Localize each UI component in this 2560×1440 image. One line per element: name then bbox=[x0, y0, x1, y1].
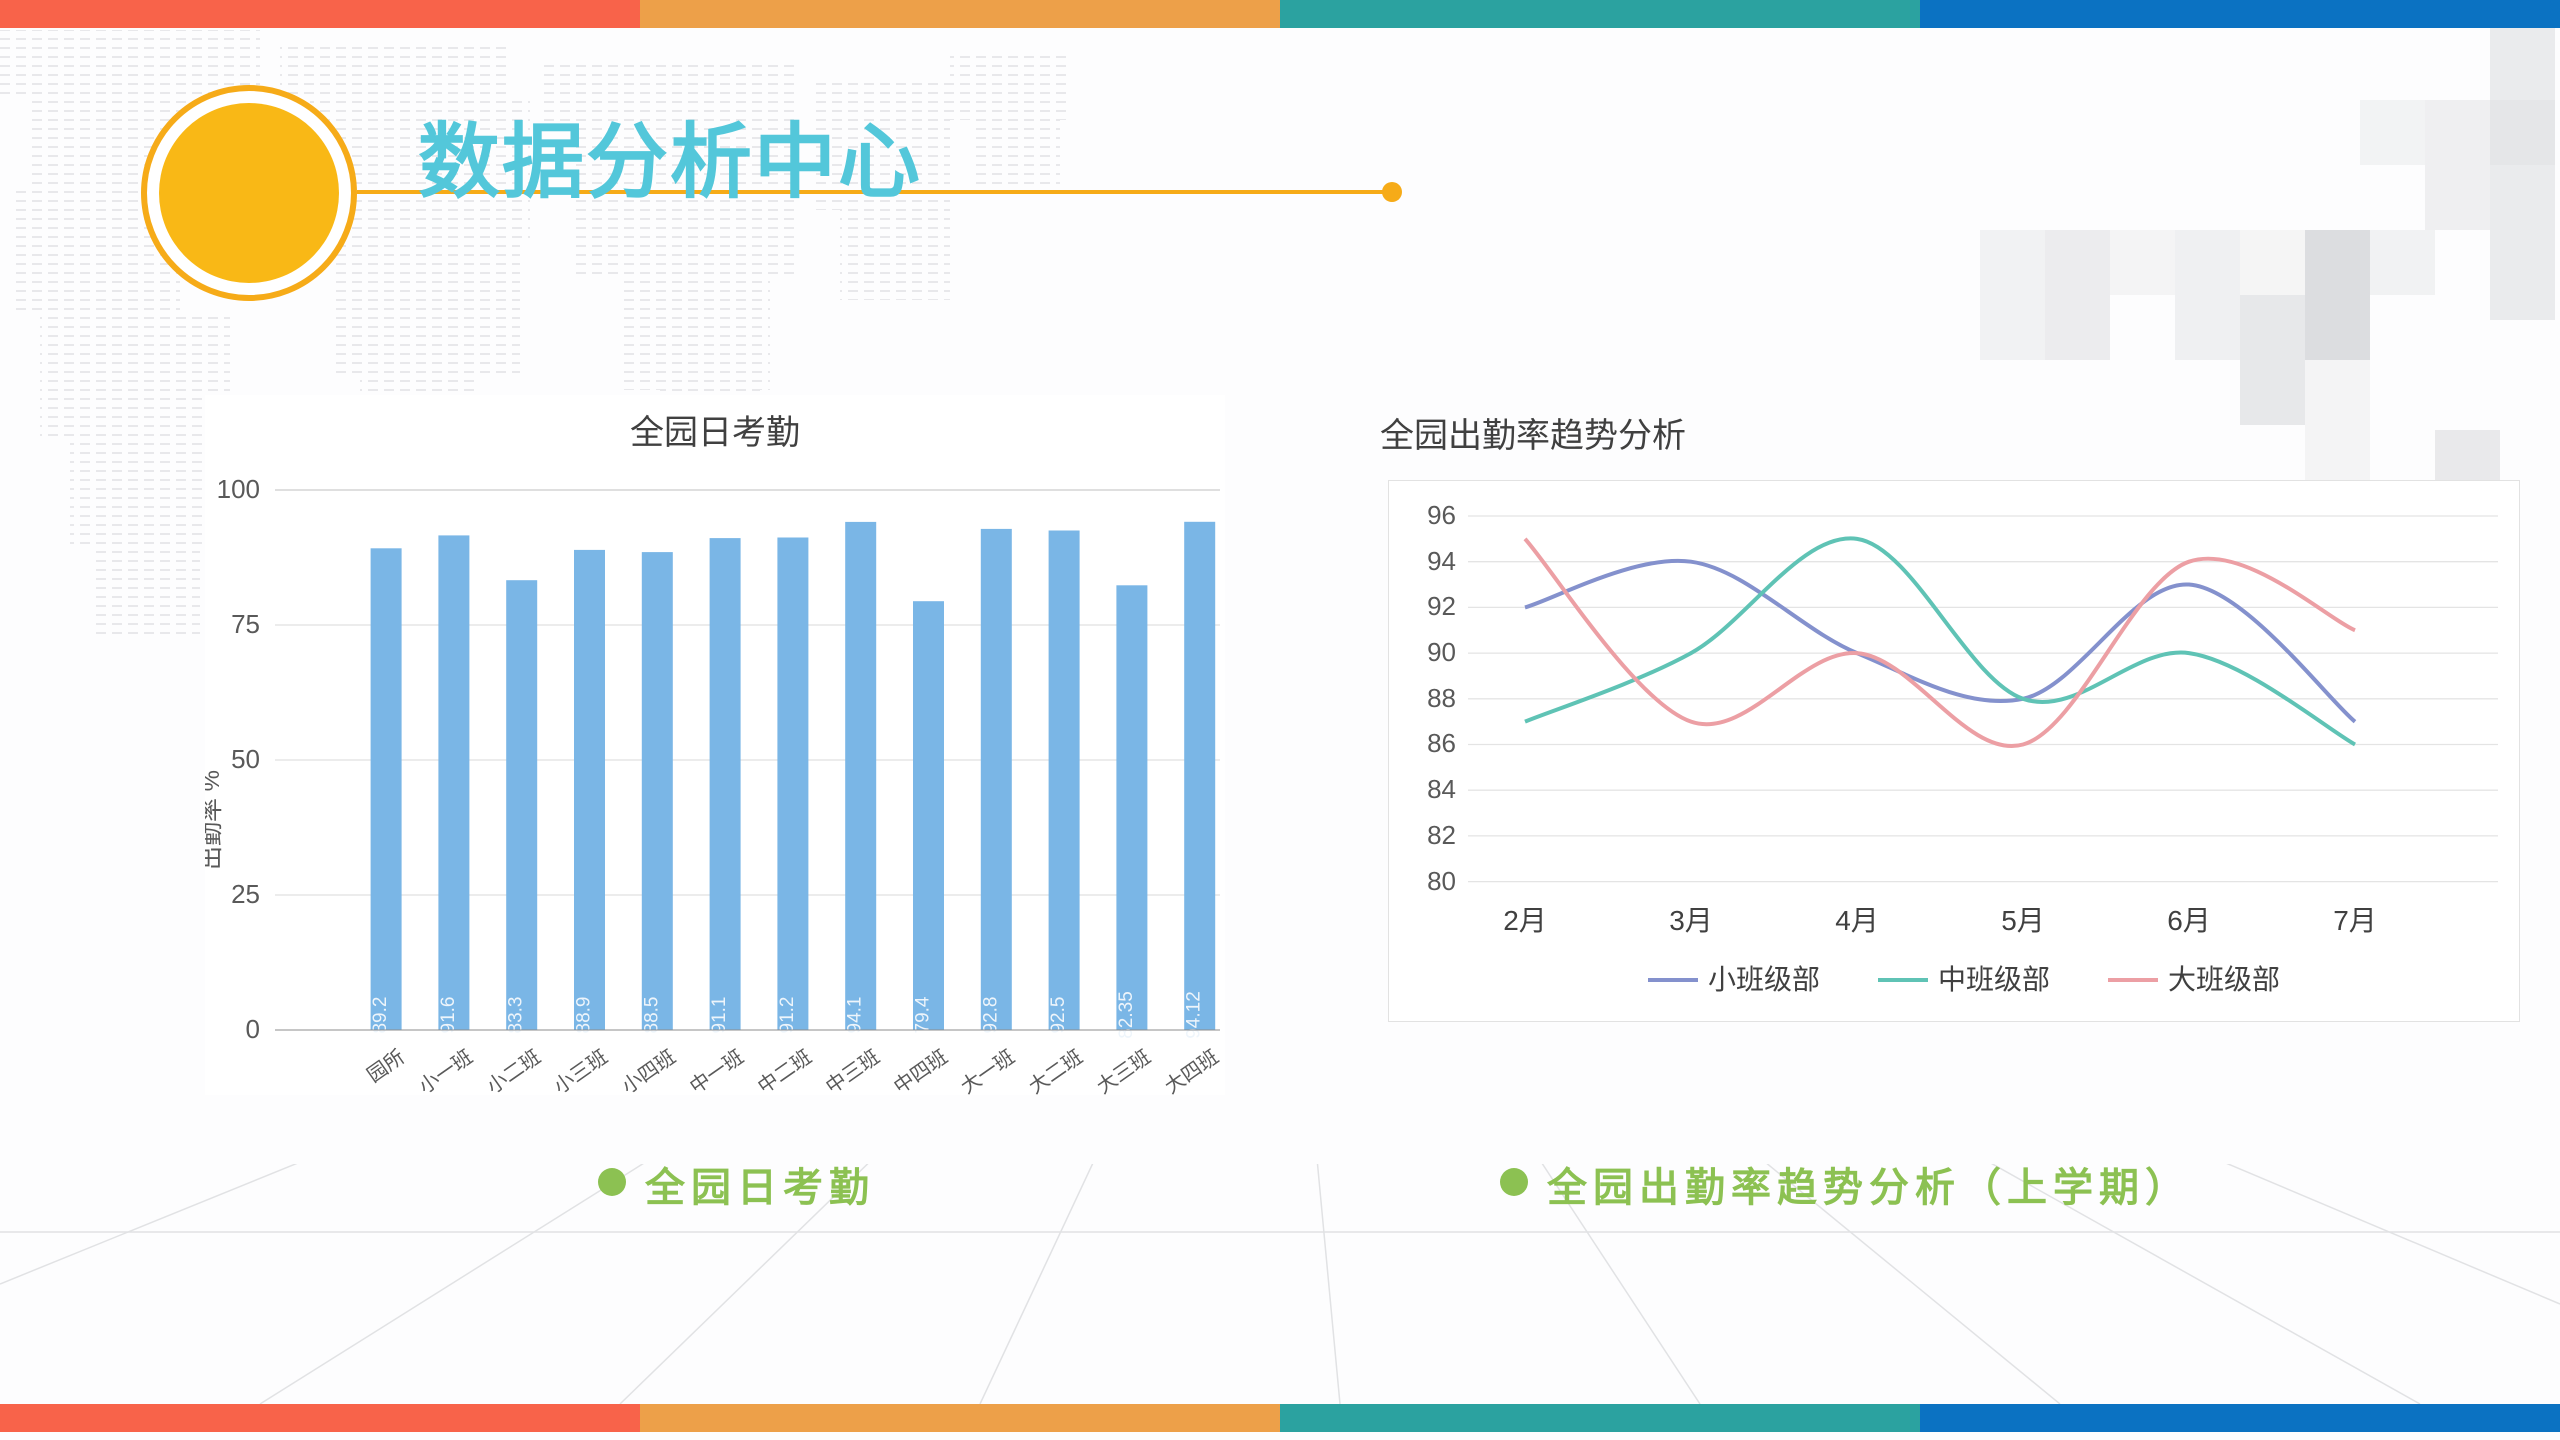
svg-text:94: 94 bbox=[1427, 546, 1456, 576]
svg-text:小班级部: 小班级部 bbox=[1708, 964, 1820, 995]
svg-text:小三班: 小三班 bbox=[550, 1045, 612, 1098]
svg-text:84: 84 bbox=[1427, 774, 1456, 804]
svg-text:75: 75 bbox=[231, 609, 260, 639]
svg-text:86: 86 bbox=[1427, 728, 1456, 758]
svg-text:82.35: 82.35 bbox=[1116, 991, 1137, 1039]
svg-text:89.2: 89.2 bbox=[370, 997, 391, 1034]
svg-text:园所: 园所 bbox=[363, 1045, 409, 1087]
svg-text:90: 90 bbox=[1427, 637, 1456, 667]
svg-text:小四班: 小四班 bbox=[618, 1045, 680, 1098]
svg-text:大三班: 大三班 bbox=[1093, 1045, 1155, 1098]
svg-text:中班级部: 中班级部 bbox=[1938, 964, 2050, 995]
svg-text:83.3: 83.3 bbox=[506, 997, 527, 1034]
svg-text:3月: 3月 bbox=[1669, 905, 1713, 936]
svg-text:80: 80 bbox=[1427, 866, 1456, 896]
svg-text:88: 88 bbox=[1427, 683, 1456, 713]
svg-text:中三班: 中三班 bbox=[822, 1045, 884, 1098]
svg-text:91.1: 91.1 bbox=[709, 997, 730, 1034]
svg-text:0: 0 bbox=[246, 1014, 260, 1044]
svg-text:大班级部: 大班级部 bbox=[2168, 964, 2280, 995]
svg-text:92: 92 bbox=[1427, 591, 1456, 621]
svg-text:6月: 6月 bbox=[2167, 905, 2211, 936]
svg-text:91.6: 91.6 bbox=[438, 997, 459, 1034]
svg-text:小二班: 小二班 bbox=[483, 1045, 545, 1098]
svg-text:79.4: 79.4 bbox=[913, 996, 934, 1033]
svg-text:92.8: 92.8 bbox=[980, 997, 1001, 1034]
svg-text:小一班: 小一班 bbox=[415, 1045, 477, 1098]
svg-text:大四班: 大四班 bbox=[1161, 1045, 1223, 1098]
svg-text:96: 96 bbox=[1427, 500, 1456, 530]
svg-text:中一班: 中一班 bbox=[686, 1045, 748, 1098]
svg-text:中二班: 中二班 bbox=[754, 1045, 816, 1098]
svg-text:94.12: 94.12 bbox=[1184, 991, 1205, 1039]
svg-text:4月: 4月 bbox=[1835, 905, 1879, 936]
svg-text:91.2: 91.2 bbox=[777, 997, 798, 1034]
svg-text:92.5: 92.5 bbox=[1048, 997, 1069, 1034]
svg-text:5月: 5月 bbox=[2001, 905, 2045, 936]
svg-text:2月: 2月 bbox=[1503, 905, 1547, 936]
svg-text:中四班: 中四班 bbox=[890, 1045, 952, 1098]
svg-text:出勤率 %: 出勤率 % bbox=[205, 770, 225, 870]
svg-text:50: 50 bbox=[231, 744, 260, 774]
svg-text:大二班: 大二班 bbox=[1025, 1045, 1087, 1098]
svg-text:82: 82 bbox=[1427, 820, 1456, 850]
svg-text:大一班: 大一班 bbox=[957, 1045, 1019, 1098]
svg-text:100: 100 bbox=[217, 474, 260, 504]
svg-text:88.9: 88.9 bbox=[574, 997, 595, 1034]
svg-text:94.1: 94.1 bbox=[845, 997, 866, 1034]
svg-text:25: 25 bbox=[231, 879, 260, 909]
svg-text:7月: 7月 bbox=[2333, 905, 2377, 936]
svg-text:88.5: 88.5 bbox=[641, 997, 662, 1034]
